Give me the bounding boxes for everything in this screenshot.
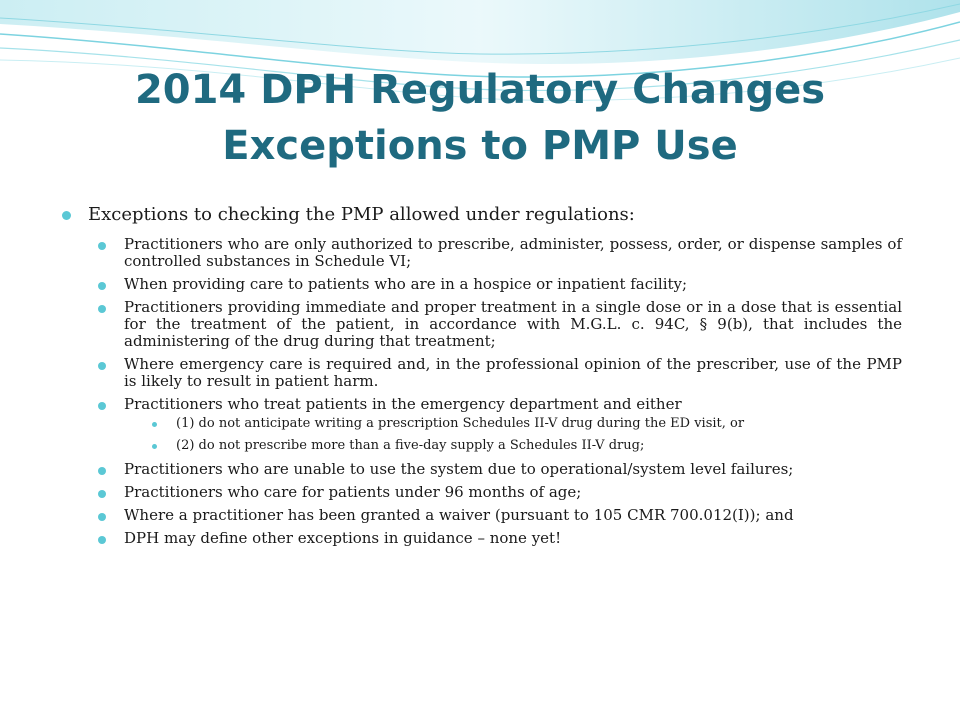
- exception-item: Practitioners who are only authorized to…: [98, 236, 902, 270]
- exception-text: When providing care to patients who are …: [124, 275, 688, 293]
- ed-condition-item: (1) do not anticipate writing a prescrip…: [152, 415, 902, 433]
- exception-item: DPH may define other exceptions in guida…: [98, 530, 902, 547]
- exception-text: Where a practitioner has been granted a …: [124, 506, 794, 524]
- bullet-icon: [98, 536, 106, 544]
- bullet-icon: [98, 490, 106, 498]
- exception-text: DPH may define other exceptions in guida…: [124, 529, 562, 547]
- bullet-icon: [152, 444, 157, 449]
- title-line-2: Exceptions to PMP Use: [222, 123, 738, 169]
- bullet-icon: [98, 467, 106, 475]
- bullet-icon: [98, 362, 106, 370]
- slide-content: Exceptions to checking the PMP allowed u…: [62, 204, 902, 553]
- bullet-icon: [62, 211, 71, 220]
- exception-list: Practitioners who are only authorized to…: [98, 236, 902, 547]
- exception-item: Where a practitioner has been granted a …: [98, 507, 902, 524]
- exception-item: When providing care to patients who are …: [98, 276, 902, 293]
- bullet-icon: [98, 282, 106, 290]
- exception-item: Practitioners who treat patients in the …: [98, 396, 902, 455]
- title-line-1: 2014 DPH Regulatory Changes: [134, 67, 826, 113]
- exception-text: Practitioners who treat patients in the …: [124, 395, 682, 413]
- ed-condition-text: (1) do not anticipate writing a prescrip…: [176, 416, 745, 431]
- ed-condition-item: (2) do not prescribe more than a five-da…: [152, 437, 902, 455]
- exception-text: Practitioners who care for patients unde…: [124, 483, 582, 501]
- ed-condition-list: (1) do not anticipate writing a prescrip…: [152, 415, 902, 455]
- exception-item: Practitioners who are unable to use the …: [98, 461, 902, 478]
- ed-condition-text: (2) do not prescribe more than a five-da…: [176, 438, 645, 453]
- bullet-icon: [98, 305, 106, 313]
- exception-item: Practitioners providing immediate and pr…: [98, 299, 902, 350]
- main-bullet: Exceptions to checking the PMP allowed u…: [62, 204, 902, 226]
- bullet-icon: [98, 242, 106, 250]
- exception-item: Practitioners who care for patients unde…: [98, 484, 902, 501]
- bullet-icon: [152, 422, 157, 427]
- exception-text: Practitioners providing immediate and pr…: [124, 298, 902, 350]
- exception-text: Practitioners who are unable to use the …: [124, 460, 794, 478]
- slide-title: 2014 DPH Regulatory Changes Exceptions t…: [40, 62, 920, 174]
- exception-item: Where emergency care is required and, in…: [98, 356, 902, 390]
- exception-text: Practitioners who are only authorized to…: [124, 235, 902, 270]
- main-bullet-text: Exceptions to checking the PMP allowed u…: [88, 204, 635, 225]
- exception-text: Where emergency care is required and, in…: [124, 355, 902, 390]
- bullet-icon: [98, 513, 106, 521]
- main-bullet-list: Exceptions to checking the PMP allowed u…: [62, 204, 902, 226]
- bullet-icon: [98, 402, 106, 410]
